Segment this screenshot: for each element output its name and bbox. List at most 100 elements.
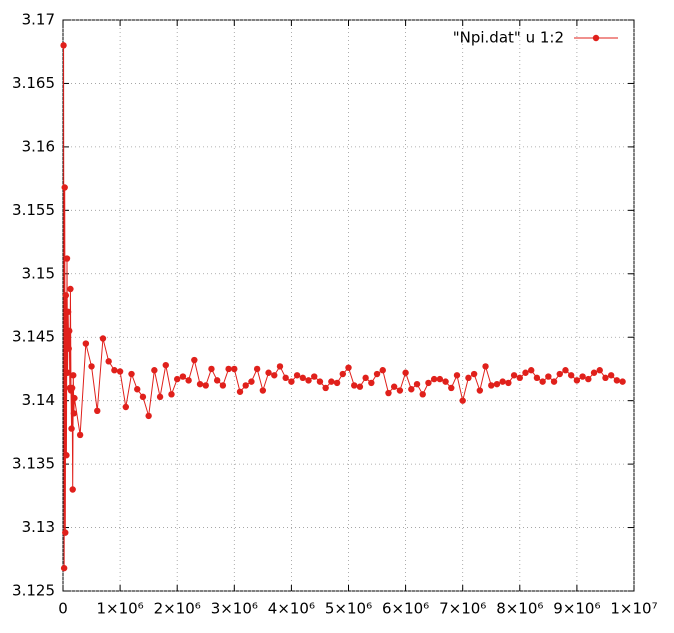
data-point: [64, 308, 72, 316]
data-point: [351, 382, 358, 389]
data-point: [510, 372, 518, 379]
data-point: [65, 345, 72, 352]
data-point: [373, 370, 381, 378]
data-point: [499, 378, 506, 385]
data-point: [539, 378, 546, 385]
data-point: [61, 184, 68, 191]
y-tick-label: 3.13: [22, 518, 55, 536]
y-tick-label: 3.17: [22, 11, 55, 29]
data-point: [339, 370, 346, 378]
data-point: [213, 377, 221, 384]
x-tick-label: 5×10⁶: [325, 600, 372, 618]
data-point: [70, 410, 78, 417]
data-point: [231, 365, 238, 373]
data-point: [99, 335, 107, 342]
data-point: [356, 383, 364, 390]
data-point: [419, 391, 426, 398]
data-point: [590, 369, 598, 376]
data-point: [585, 375, 592, 383]
data-point: [67, 285, 74, 293]
data-point: [111, 367, 118, 374]
data-point: [459, 397, 466, 404]
data-point: [70, 372, 77, 379]
data-point: [505, 379, 512, 387]
data-point: [379, 367, 386, 374]
data-point: [271, 372, 278, 379]
data-point: [219, 382, 227, 389]
data-point: [333, 379, 341, 387]
data-point: [202, 382, 209, 389]
data-point: [60, 564, 68, 572]
data-point: [550, 378, 558, 385]
data-point: [168, 391, 175, 398]
data-point: [368, 379, 375, 387]
legend-marker: [592, 34, 600, 42]
plot-frame: [62, 19, 635, 592]
data-point: [64, 369, 71, 376]
data-point: [62, 529, 69, 536]
data-point: [122, 403, 130, 411]
data-point: [442, 378, 449, 385]
data-point: [528, 367, 535, 374]
data-point: [425, 379, 432, 387]
data-point: [179, 373, 187, 380]
data-point: [265, 369, 272, 376]
x-tick-label: 9×10⁶: [553, 600, 600, 618]
data-point: [488, 382, 495, 389]
data-point: [533, 374, 541, 382]
data-point: [253, 365, 261, 373]
data-point: [225, 365, 232, 373]
data-point: [128, 370, 135, 378]
data-point: [413, 380, 421, 388]
data-point: [448, 384, 455, 392]
data-point: [316, 378, 324, 385]
data-point: [596, 367, 603, 374]
data-point: [602, 374, 609, 382]
data-point: [242, 382, 249, 389]
data-point: [311, 373, 318, 380]
data-point: [482, 363, 489, 370]
data-point: [562, 367, 569, 374]
data-point: [208, 365, 215, 373]
data-point: [470, 370, 478, 378]
data-point: [430, 375, 438, 383]
data-point: [162, 361, 169, 369]
y-tick-label: 3.155: [12, 201, 55, 219]
x-tick-label: 1×10⁷: [610, 600, 657, 618]
data-point: [60, 42, 67, 49]
data-point: [76, 431, 84, 439]
data-point: [151, 367, 158, 374]
x-tick-label: 1×10⁶: [96, 600, 143, 618]
y-tick-label: 3.125: [12, 582, 55, 600]
data-point: [465, 374, 472, 382]
y-tick-label: 3.16: [22, 137, 55, 155]
data-point: [556, 370, 563, 378]
data-point: [62, 292, 70, 299]
data-point: [156, 393, 164, 401]
data-point: [390, 383, 398, 390]
data-point: [63, 255, 71, 262]
data-point: [436, 375, 444, 383]
data-point: [248, 378, 255, 385]
legend-label: "Npi.dat" u 1:2: [453, 29, 564, 47]
data-point: [345, 364, 352, 371]
data-point: [619, 378, 626, 385]
data-point: [191, 356, 198, 364]
data-point: [402, 369, 409, 376]
data-point: [282, 374, 289, 382]
x-tick-label: 4×10⁶: [268, 600, 315, 618]
y-tick-label: 3.165: [12, 74, 55, 92]
x-tick-label: 2×10⁶: [154, 600, 201, 618]
data-point: [328, 378, 335, 385]
data-point: [139, 393, 147, 401]
x-tick-label: 3×10⁶: [211, 600, 258, 618]
data-point: [196, 380, 204, 388]
x-tick-label: 0: [58, 600, 68, 618]
data-point: [94, 407, 101, 415]
data-point: [288, 378, 295, 385]
data-point: [236, 388, 244, 395]
data-point: [516, 374, 523, 382]
x-tick-label: 6×10⁶: [382, 600, 429, 618]
y-tick-label: 3.135: [12, 455, 55, 473]
